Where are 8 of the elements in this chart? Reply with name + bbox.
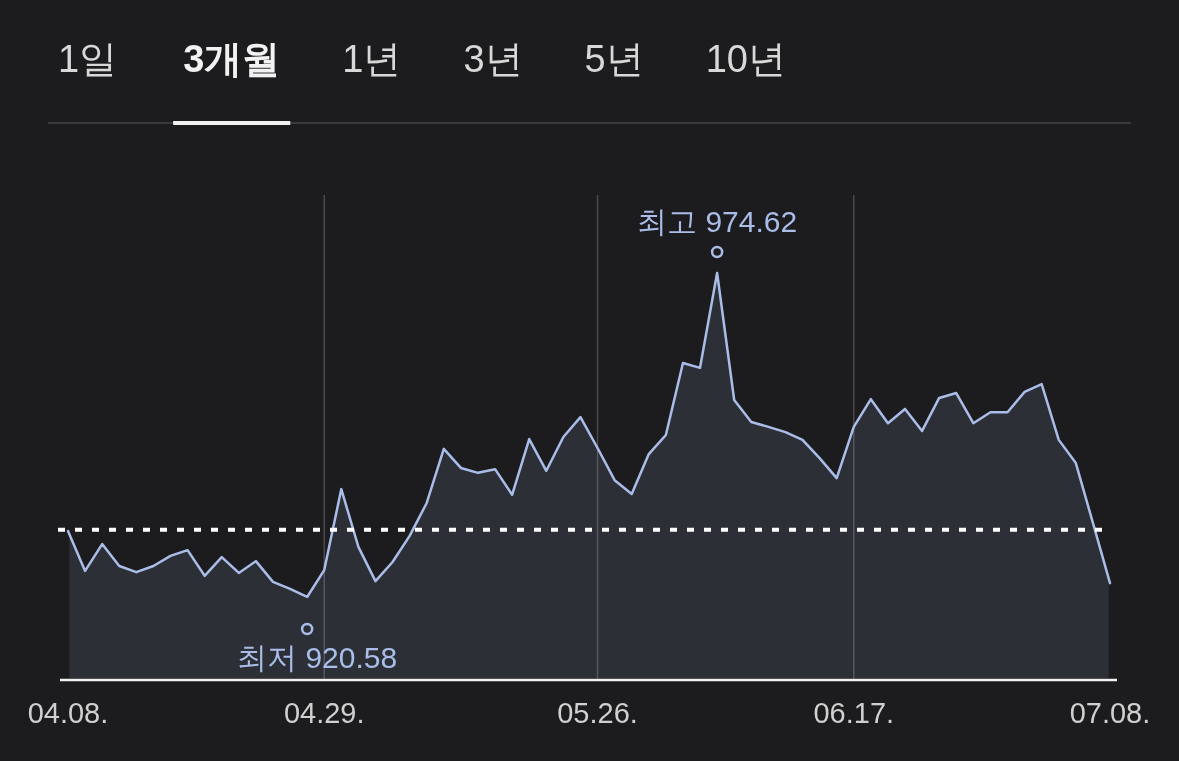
x-tick-label: 06.17. [813,697,895,729]
x-tick-label: 07.08. [1069,697,1151,729]
annotation: 최저 920.58 [237,640,398,674]
x-tick-label: 04.08. [27,697,109,729]
x-tick-label: 04.29. [283,697,365,729]
x-tick-label: 05.26. [557,697,638,729]
text: 최고 974.62 [637,205,798,238]
tabs: 1일 3개월 1년 3년 5년 10년 [58,38,786,125]
